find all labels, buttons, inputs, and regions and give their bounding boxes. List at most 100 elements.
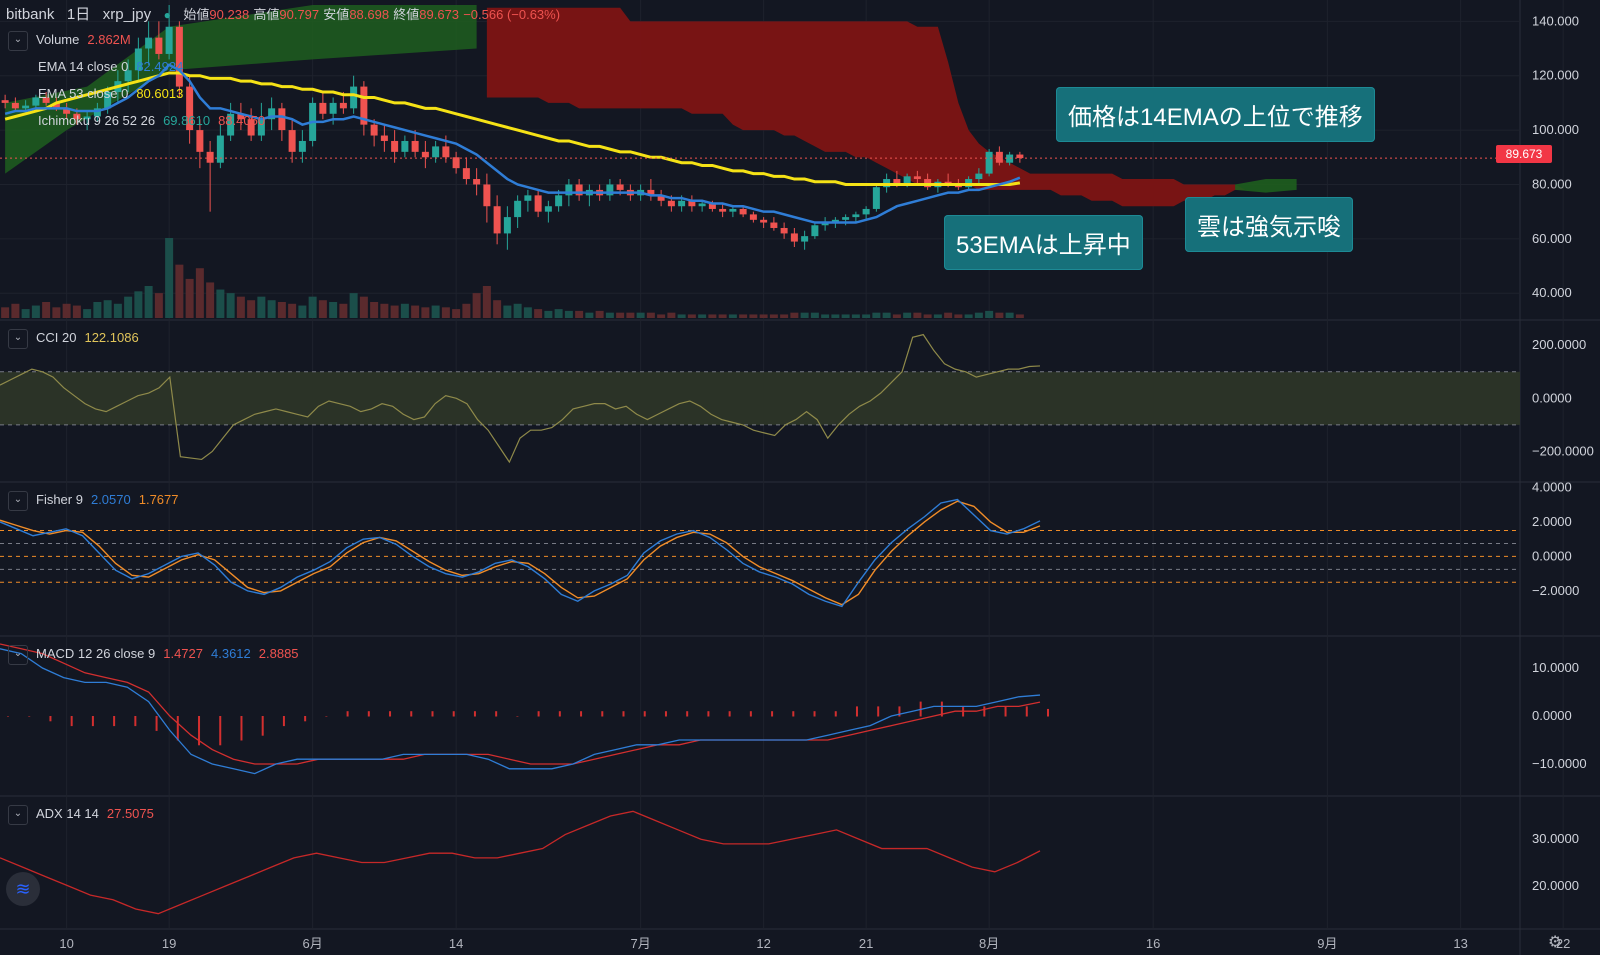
volume-bar <box>585 312 594 318</box>
candle-body <box>1 100 9 103</box>
cci-tick-label: −200.0000 <box>1532 443 1594 458</box>
candle-body <box>155 37 163 54</box>
volume-bar <box>267 300 276 318</box>
volume-bar <box>923 314 932 318</box>
candle-body <box>483 184 491 207</box>
volume-bar <box>308 296 317 318</box>
time-tick-label: 6月 <box>303 936 323 951</box>
time-tick-label: 8月 <box>979 936 999 951</box>
volume-bar <box>31 305 40 318</box>
candle-body <box>391 140 399 152</box>
legend-ema14[interactable]: EMA 14 close 0 82.4924 <box>38 59 191 74</box>
ema14-legend-value: 82.4924 <box>136 59 184 74</box>
volume-bar <box>11 303 20 318</box>
candle-body <box>473 179 481 185</box>
volume-bar <box>441 307 450 318</box>
volume-bar <box>349 293 358 318</box>
macd-legend-value2: 4.3612 <box>211 646 251 662</box>
time-tick-label: 19 <box>162 936 176 951</box>
legend-macd[interactable]: ⌄ MACD 12 26 close 9 1.4727 4.3612 2.8885 <box>8 645 307 665</box>
macd-line <box>0 648 1041 775</box>
volume-bar <box>431 305 440 318</box>
candle-body <box>104 92 112 109</box>
time-tick-label: 9月 <box>1317 936 1337 951</box>
volume-bar <box>288 303 297 318</box>
legend-cci[interactable]: ⌄ CCI 20 122.1086 <box>8 329 147 349</box>
legend-ichimoku[interactable]: Ichimoku 9 26 52 26 69.8610 88.4050 <box>38 113 273 128</box>
ema53-line <box>4 71 1021 186</box>
volume-bar <box>1005 312 1014 318</box>
candle-body <box>22 105 30 109</box>
volume-bar <box>52 307 61 318</box>
price-axis[interactable]: 140.000 120.000 100.000 80.000 60.000 40.000 2… <box>1532 13 1594 892</box>
legend-fisher[interactable]: ⌄ Fisher 9 2.0570 1.7677 <box>8 491 187 511</box>
collapse-chevron-icon[interactable]: ⌄ <box>8 329 28 349</box>
exchange-name[interactable]: bitbank <box>6 6 55 23</box>
volume-legend-name: Volume <box>36 32 80 48</box>
candle-body <box>657 195 665 201</box>
volume-bar <box>698 314 707 318</box>
candle-body <box>237 113 245 120</box>
volume-bar <box>206 282 215 318</box>
time-tick-label: 10 <box>59 936 73 951</box>
candle-body <box>134 48 142 71</box>
candle-body <box>73 113 81 120</box>
candle-body <box>145 37 153 49</box>
candle-body <box>801 236 809 242</box>
cci-legend-name: CCI 20 <box>36 330 77 346</box>
candle-body <box>206 151 214 163</box>
last-price-tag: 89.673 <box>1496 145 1552 163</box>
candle-body <box>565 184 573 196</box>
candle-body <box>698 203 706 207</box>
gear-icon[interactable]: ⚙ <box>1548 934 1563 951</box>
ichimoku-cloud-bear <box>486 7 1256 207</box>
annotation-price-note[interactable]: 価格は14EMAの上位で推移 <box>1056 87 1375 142</box>
volume-bar <box>257 296 266 318</box>
legend-adx[interactable]: ⌄ ADX 14 14 27.5075 <box>8 805 162 825</box>
candle-body <box>329 102 337 114</box>
cci-tick-label: 200.0000 <box>1532 337 1586 352</box>
ichimoku-legend-value1: 69.8610 <box>163 113 211 128</box>
time-tick-label: 16 <box>1146 936 1160 951</box>
volume-bar <box>933 314 942 318</box>
candle-body <box>760 219 768 223</box>
symbol-name[interactable]: xrp_jpy <box>102 6 152 23</box>
candle-body <box>124 70 132 82</box>
volume-bar <box>769 314 778 318</box>
tradingview-logo-icon[interactable]: ≋ <box>6 872 40 906</box>
ichimoku-cloud <box>5 5 1297 207</box>
collapse-chevron-icon[interactable]: ⌄ <box>8 31 28 51</box>
time-axis[interactable]: 10 19 6月 14 7月 12 21 8月 16 9月 13 22 <box>59 936 1570 951</box>
volume-bar <box>42 302 51 318</box>
candle-body <box>216 135 224 163</box>
ichimoku-cloud-bull-left <box>5 5 477 174</box>
candle-body <box>770 222 778 228</box>
volume-bar <box>872 312 881 318</box>
volume-bar <box>718 314 727 318</box>
collapse-chevron-icon[interactable]: ⌄ <box>8 645 28 665</box>
candle-body <box>780 227 788 234</box>
volume-bar <box>62 303 71 318</box>
ema53-legend-value: 80.6013 <box>136 86 184 101</box>
ema14-line <box>4 63 1021 224</box>
annotation-ema-note[interactable]: 53EMAは上昇中 <box>944 215 1143 270</box>
volume-bar <box>677 314 686 318</box>
collapse-chevron-icon[interactable]: ⌄ <box>8 491 28 511</box>
annotation-cloud-note[interactable]: 雲は強気示唆 <box>1185 197 1353 252</box>
candle-body <box>544 206 552 212</box>
candle-body <box>360 86 368 125</box>
volume-bar <box>359 296 368 318</box>
volume-bar <box>523 307 532 318</box>
interval-label[interactable]: 1日 <box>66 6 91 23</box>
candle-body <box>606 184 614 196</box>
legend-volume[interactable]: ⌄ Volume 2.862M <box>8 31 139 51</box>
candle-body <box>442 146 450 158</box>
collapse-chevron-icon[interactable]: ⌄ <box>8 805 28 825</box>
candle-body <box>32 97 40 106</box>
legend-ema53[interactable]: EMA 53 close 0 80.6013 <box>38 86 191 101</box>
candle-body <box>93 108 101 117</box>
ema-lines <box>0 63 1520 224</box>
macd-tick-label: 10.0000 <box>1532 660 1579 675</box>
volume-bar <box>646 312 655 318</box>
